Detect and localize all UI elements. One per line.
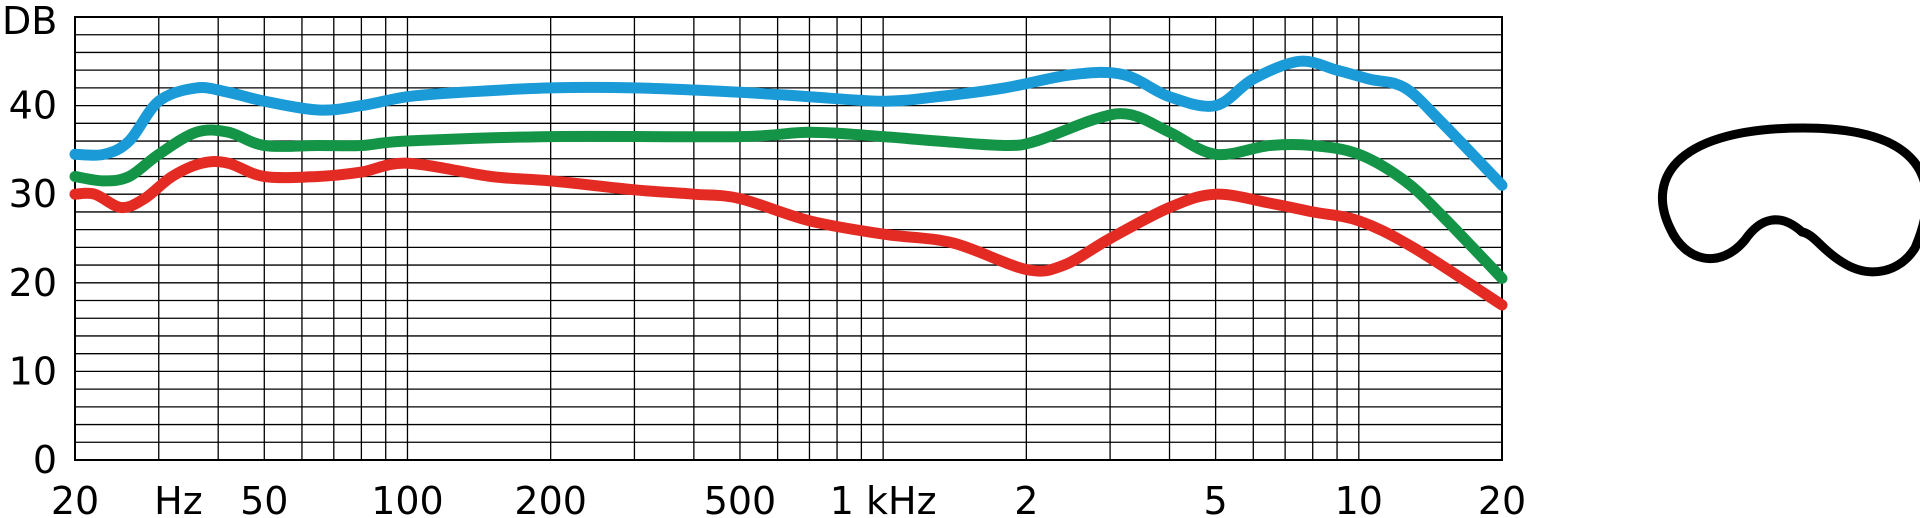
y-tick-labels: 0 10 20 30 40: [9, 84, 57, 482]
y-tick-label: 30: [9, 172, 57, 216]
x-tick-label: 10: [1335, 479, 1383, 518]
x-tick-labels: 20 Hz 50 100 200 500 1 kHz 2 5 10 20: [51, 479, 1526, 518]
series-line-1: [69, 108, 1508, 284]
x-tick-label: 20: [1478, 479, 1526, 518]
polar-pattern-icon: [1657, 123, 1920, 277]
y-axis-label: DB: [2, 0, 57, 43]
y-tick-label: 0: [33, 438, 57, 482]
x-tick-label: 1 kHz: [830, 479, 937, 518]
y-tick-label: 10: [9, 349, 57, 393]
x-tick-label: Hz: [154, 479, 203, 518]
y-tick-label: 20: [9, 261, 57, 305]
x-tick-label: 100: [371, 479, 444, 518]
x-tick-label: 5: [1204, 479, 1228, 518]
x-tick-label: 200: [514, 479, 587, 518]
series-line-0: [69, 55, 1508, 191]
x-tick-label: 20: [51, 479, 99, 518]
y-tick-label: 40: [9, 84, 57, 128]
plot-frame: [74, 16, 1503, 461]
x-tick-label: 2: [1014, 479, 1038, 518]
chart-grid: [75, 17, 1502, 460]
series-layer: [69, 55, 1508, 311]
x-tick-label: 50: [240, 479, 288, 518]
series-line-2: [69, 156, 1508, 311]
x-tick-label: 500: [704, 479, 777, 518]
